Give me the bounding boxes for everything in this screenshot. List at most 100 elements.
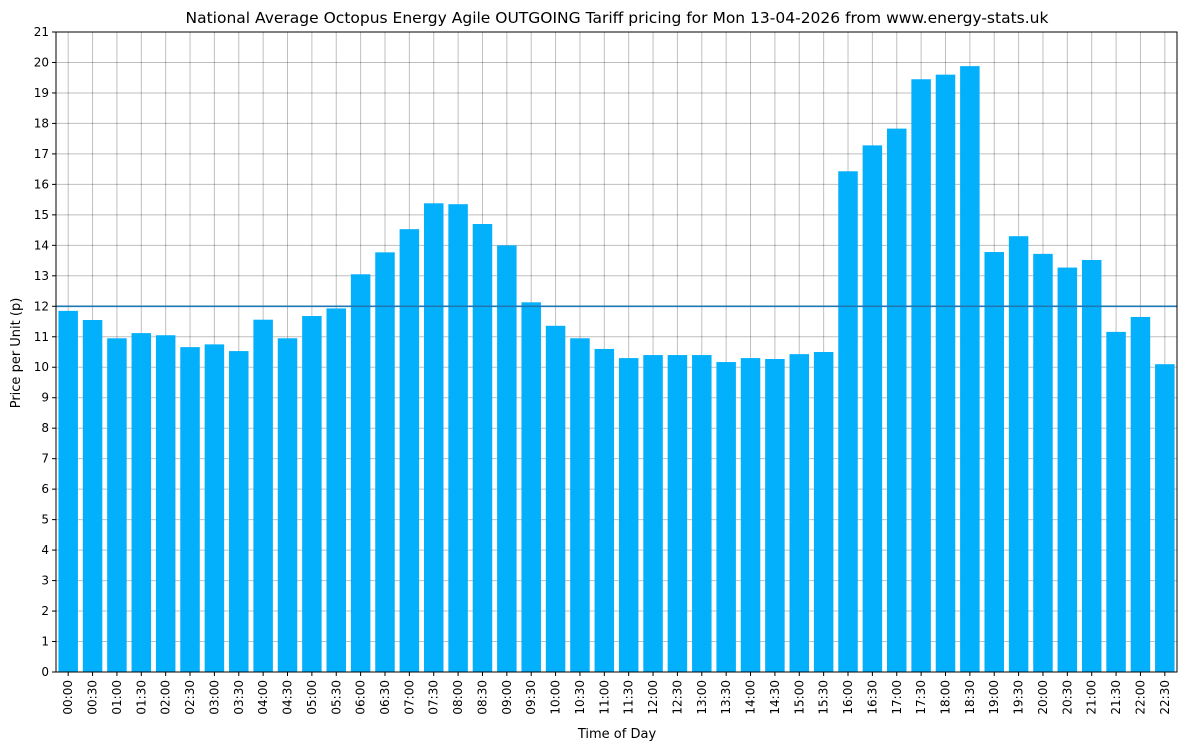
bar-2000 <box>1033 253 1053 672</box>
x-tick-label: 16:30 <box>865 680 879 715</box>
y-tick-label: 0 <box>41 665 49 679</box>
y-tick-label: 14 <box>34 238 49 252</box>
bar-1500 <box>789 354 810 672</box>
plot-frame <box>55 31 1178 673</box>
x-tick-label: 07:30 <box>427 680 441 715</box>
y-tick-label: 20 <box>34 55 49 69</box>
y-tick-label: 3 <box>41 574 49 588</box>
x-tick-label: 02:30 <box>183 680 197 715</box>
x-tick-label: 00:30 <box>86 680 100 715</box>
x-tick-label: 16:00 <box>841 680 855 715</box>
y-tick-label: 7 <box>41 452 49 466</box>
y-tick-label: 13 <box>34 269 49 283</box>
x-axis-label: Time of Day <box>577 727 657 742</box>
x-tick-label: 13:00 <box>695 680 709 715</box>
x-tick-label: 02:00 <box>159 680 173 715</box>
x-tick-label: 11:30 <box>622 680 636 715</box>
y-tick-label: 19 <box>34 86 49 100</box>
x-tick-label: 10:00 <box>549 680 563 715</box>
x-tick-label: 01:30 <box>134 680 148 715</box>
x-tick-label: 05:30 <box>329 680 343 715</box>
bar-0430 <box>277 338 298 672</box>
x-tick-label: 08:30 <box>475 680 489 715</box>
y-tick-label: 8 <box>41 421 49 435</box>
bar-1800 <box>935 74 956 672</box>
x-tick-label: 22:00 <box>1133 680 1147 715</box>
bar-1300 <box>692 355 712 672</box>
x-tick-label: 17:30 <box>914 680 928 715</box>
bar-2200 <box>1130 316 1151 672</box>
x-tick-label: 15:30 <box>817 680 831 715</box>
plot-border <box>55 31 1178 673</box>
x-tick-label: 03:30 <box>232 680 246 715</box>
x-tick-label: 08:00 <box>451 680 465 715</box>
y-tick-label: 9 <box>41 391 49 405</box>
bar-2030 <box>1057 267 1078 672</box>
bar-0030 <box>82 320 103 672</box>
y-tick-label: 1 <box>41 635 49 649</box>
y-tick-label: 12 <box>34 299 49 313</box>
y-tick-label: 18 <box>34 116 49 130</box>
bar-0000 <box>58 310 78 672</box>
x-tick-label: 13:30 <box>719 680 733 715</box>
bar-1230 <box>667 355 688 672</box>
x-tick-label: 14:00 <box>744 680 758 715</box>
bar-1100 <box>594 348 615 672</box>
y-axis-label: Price per Unit (p) <box>9 298 24 409</box>
bar-0830 <box>472 224 493 672</box>
bar-1930 <box>1008 236 1029 672</box>
bar-1530 <box>813 352 834 672</box>
bar-0330 <box>229 351 249 672</box>
x-tick-label: 18:30 <box>963 680 977 715</box>
bar-1830 <box>960 66 980 673</box>
bar-0400 <box>253 319 273 672</box>
x-tick-label: 09:00 <box>500 680 514 715</box>
bar-1600 <box>838 171 858 672</box>
bar-1000 <box>545 325 566 672</box>
y-tick-label: 16 <box>34 177 49 191</box>
x-tick-label: 11:00 <box>597 680 611 715</box>
bar-2130 <box>1106 331 1126 672</box>
x-tick-label: 22:30 <box>1158 680 1172 715</box>
x-tick-label: 10:30 <box>573 680 587 715</box>
y-tick-label: 4 <box>41 543 49 557</box>
x-tick-label: 15:00 <box>792 680 806 715</box>
x-tick-label: 14:30 <box>768 680 782 715</box>
x-tick-label: 09:30 <box>524 680 538 715</box>
y-tick-label: 17 <box>34 147 49 161</box>
x-tick-label: 17:00 <box>890 680 904 715</box>
y-tick-label: 11 <box>34 330 49 344</box>
bar-1330 <box>716 362 736 672</box>
bar-0600 <box>350 274 371 672</box>
x-tick-label: 18:00 <box>938 680 952 715</box>
x-tick-label: 03:00 <box>207 680 221 715</box>
bar-0730 <box>423 203 444 672</box>
x-tick-label: 00:00 <box>61 680 75 715</box>
bar-0930 <box>521 302 541 672</box>
bar-1700 <box>887 128 907 673</box>
bar-1400 <box>740 358 761 672</box>
bars <box>58 66 1175 673</box>
bar-0900 <box>497 245 517 673</box>
bar-0500 <box>302 316 322 672</box>
x-tick-label: 20:30 <box>1060 680 1074 715</box>
bar-1030 <box>570 338 590 672</box>
x-tick-label: 19:30 <box>1012 680 1026 715</box>
x-ticks: 00:00 00:30 01:00 01:30 02:00 02:30 03:00 03:30… <box>61 672 1172 715</box>
x-tick-label: 06:00 <box>354 680 368 715</box>
x-tick-label: 04:30 <box>281 680 295 715</box>
y-tick-label: 15 <box>34 208 49 222</box>
x-tick-label: 06:30 <box>378 680 392 715</box>
bar-0200 <box>155 335 176 672</box>
bar-0700 <box>399 229 420 672</box>
x-tick-label: 21:30 <box>1109 680 1123 715</box>
bar-0230 <box>180 347 200 672</box>
bar-1630 <box>862 145 883 672</box>
bar-1730 <box>911 79 931 672</box>
bar-0630 <box>375 252 395 673</box>
y-tick-label: 6 <box>41 482 49 496</box>
bar-2230 <box>1155 364 1175 672</box>
x-tick-label: 12:30 <box>670 680 684 715</box>
y-tick-label: 2 <box>41 604 49 618</box>
